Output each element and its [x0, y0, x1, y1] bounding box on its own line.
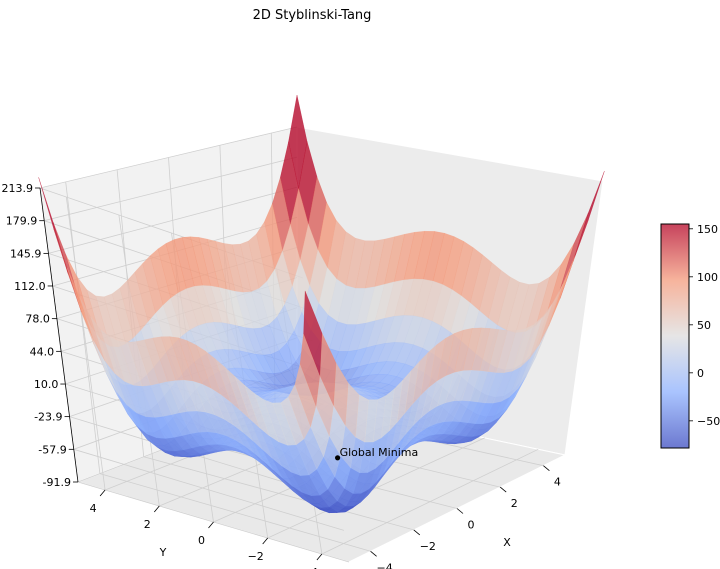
global-minima-label: Global Minima	[340, 446, 419, 459]
z-tick-label: 179.9	[6, 215, 38, 228]
y-tick-label: 0	[198, 534, 205, 547]
x-tick-label: 2	[511, 497, 518, 510]
x-tick-label: −4	[376, 561, 392, 569]
z-tick-label: -57.9	[38, 443, 66, 456]
z-tick-label: 112.0	[14, 280, 46, 293]
x-tick-mark	[413, 529, 421, 536]
x-tick-label: 4	[554, 476, 561, 489]
y-tick-mark	[316, 553, 323, 561]
global-minima-marker	[335, 455, 341, 461]
x-tick-label: −2	[420, 540, 436, 553]
x-tick-mark	[499, 486, 507, 493]
z-tick-label: 145.9	[10, 247, 42, 260]
z-tick-label: 78.0	[25, 313, 50, 326]
y-tick-mark	[262, 537, 269, 545]
colorbar-tick-label: 50	[697, 319, 711, 332]
z-tick-label: 213.9	[2, 182, 34, 195]
axes: −4 −2 0 2 4 −4 −2 0 2 4 -91.9 -57.9 -23.9 10.0 44.0 78.…	[2, 182, 561, 569]
z-tick-label: -91.9	[43, 476, 71, 489]
y-axis-label: Y	[159, 546, 167, 559]
x-tick-mark	[456, 508, 464, 514]
x-tick-mark	[543, 465, 550, 472]
surface-mesh	[38, 94, 605, 514]
y-tick-mark	[208, 521, 214, 529]
y-tick-label: −4	[302, 566, 318, 569]
y-tick-label: −2	[248, 550, 264, 563]
colorbar-tick-label: −50	[697, 415, 720, 428]
z-tick-label: 10.0	[34, 378, 59, 391]
chart-title: 2D Styblinski-Tang	[253, 8, 372, 23]
colorbar-tick-label: 0	[697, 367, 704, 380]
colorbar-ticks: 150 100 50 0 −50	[689, 223, 720, 428]
surface-facet	[303, 290, 323, 376]
colorbar	[660, 223, 690, 449]
colorbar-tick-label: 100	[697, 271, 718, 284]
y-tick-mark	[153, 505, 160, 513]
x-axis-label: X	[503, 536, 511, 549]
z-tick-label: 44.0	[30, 345, 55, 358]
x-tick-mark	[370, 550, 377, 557]
z-tick-label: -23.9	[34, 411, 62, 424]
y-tick-label: 2	[144, 518, 151, 531]
colorbar-tick-label: 150	[697, 223, 718, 236]
y-tick-mark	[99, 489, 106, 497]
x-tick-label: 0	[468, 519, 475, 532]
z-axis-line	[39, 187, 79, 483]
y-tick-label: 4	[90, 502, 97, 515]
